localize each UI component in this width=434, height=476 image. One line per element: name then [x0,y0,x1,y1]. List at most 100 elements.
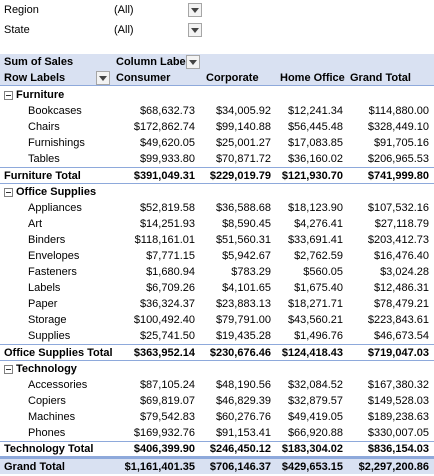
cell-home-office: $33,691.41 [287,234,343,246]
row-label: Supplies [28,330,71,342]
grand-total-row: Grand Total $1,161,401.35 $706,146.37 $4… [0,457,434,474]
cell-home-office: $183,304.02 [281,443,343,455]
cell-home-office: $66,920.88 [287,427,343,439]
cell-grand-total: $16,476.40 [373,250,429,262]
cell-corporate: $8,590.45 [222,218,271,230]
cell-grand-total: $3,024.28 [380,266,429,278]
cell-corporate: $5,942.67 [222,250,271,262]
cell-corporate: $91,153.41 [215,427,271,439]
cell-home-office: $1,675.40 [294,282,343,294]
cell-corporate: $19,435.28 [215,330,271,342]
row-labels-filter-button[interactable] [96,71,110,85]
chevron-down-icon [191,27,199,33]
cell-grand-total: $107,532.16 [367,202,429,214]
cell-consumer: $79,542.83 [139,411,195,423]
collapse-minus-icon[interactable] [4,90,13,100]
cell-corporate: $51,560.31 [215,234,271,246]
cell-corporate: $34,005.92 [215,105,271,117]
cell-corporate: $36,588.68 [215,202,271,214]
table-row: Bookcases $68,632.73 $34,005.92 $12,241.… [0,103,434,119]
filter-label-region: Region [4,4,39,16]
cell-home-office: $18,271.71 [287,298,343,310]
filter-row-state: State (All) [0,21,434,39]
category-name: Technology [16,363,77,375]
table-row: Appliances $52,819.58 $36,588.68 $18,123… [0,200,434,216]
row-label: Copiers [28,395,66,407]
subtotal-label: Office Supplies Total [4,346,113,359]
collapse-minus-icon[interactable] [4,187,13,197]
cell-grand-total: $78,479.21 [373,298,429,310]
filter-label-state: State [4,24,30,36]
row-label: Bookcases [28,105,82,117]
cell-consumer: $391,049.31 [133,169,195,182]
filter-value-state[interactable]: (All) [114,24,134,36]
cell-home-office: $121,930.70 [281,169,343,182]
cell-home-office: $4,276.41 [294,218,343,230]
subtotal-row-office-supplies: Office Supplies Total $363,952.14 $230,6… [0,344,434,361]
cell-consumer: $25,741.50 [139,330,195,342]
cell-consumer: $100,492.40 [133,314,195,326]
cell-grand-total: $223,843.61 [367,314,429,326]
table-row: Chairs $172,862.74 $99,140.88 $56,445.48… [0,119,434,135]
region-filter-dropdown[interactable] [188,3,202,17]
category-name: Office Supplies [16,186,97,198]
cell-consumer: $14,251.93 [139,218,195,230]
row-label: Chairs [28,121,60,133]
cell-grand-total: $328,449.10 [367,121,429,133]
cell-home-office: $1,496.76 [294,330,343,342]
cell-home-office: $36,160.02 [287,153,343,165]
cell-corporate: $229,019.79 [209,169,271,182]
cell-grand-total: $203,412.73 [367,234,429,246]
table-row: Storage $100,492.40 $79,791.00 $43,560.2… [0,312,434,328]
cell-grand-total: $12,486.31 [373,282,429,294]
subtotal-row-furniture: Furniture Total $391,049.31 $229,019.79 … [0,167,434,184]
cell-home-office: $429,653.15 [281,460,343,473]
cell-consumer: $1,161,401.35 [124,460,195,473]
cell-grand-total: $167,380.32 [367,379,429,391]
cell-corporate: $23,883.13 [215,298,271,310]
table-row: Tables $99,933.80 $70,871.72 $36,160.02 … [0,151,434,167]
column-labels-filter-button[interactable] [186,55,200,69]
table-row: Phones $169,932.76 $91,153.41 $66,920.88… [0,425,434,441]
row-label: Accessories [28,379,88,391]
filter-value-region[interactable]: (All) [114,4,134,16]
cell-corporate: $783.29 [231,266,271,278]
table-row: Furnishings $49,620.05 $25,001.27 $17,08… [0,135,434,151]
column-header-consumer: Consumer [116,71,171,84]
cell-corporate: $46,829.39 [215,395,271,407]
cell-corporate: $4,101.65 [222,282,271,294]
cell-grand-total: $189,238.63 [367,411,429,423]
table-row: Envelopes $7,771.15 $5,942.67 $2,762.59 … [0,248,434,264]
values-caption: Sum of Sales [4,56,74,68]
cell-consumer: $118,161.01 [134,234,195,246]
cell-consumer: $1,680.94 [146,266,195,278]
cell-consumer: $87,105.24 [139,379,195,391]
chevron-down-icon [99,75,107,81]
cell-corporate: $70,871.72 [215,153,271,165]
column-header-corporate: Corporate [206,71,259,84]
column-labels-caption: Column Labels [116,56,195,68]
row-label: Binders [28,234,66,246]
category-name: Furniture [16,89,65,101]
cell-grand-total: $91,705.16 [373,137,429,149]
cell-consumer: $49,620.05 [139,137,195,149]
cell-grand-total: $206,965.53 [367,153,429,165]
cell-corporate: $60,276.76 [215,411,271,423]
state-filter-dropdown[interactable] [188,23,202,37]
row-label: Paper [28,298,58,310]
row-label: Labels [28,282,61,294]
filter-row-region: Region (All) [0,1,434,19]
table-row: Accessories $87,105.24 $48,190.56 $32,08… [0,377,434,393]
row-labels-caption: Row Labels [4,71,66,84]
pivot-header-row-1: Sum of Sales Column Labels [0,54,434,70]
row-label: Furnishings [28,137,85,149]
table-row: Binders $118,161.01 $51,560.31 $33,691.4… [0,232,434,248]
grand-total-label: Grand Total [4,460,65,473]
category-label: Office Supplies [4,184,112,200]
collapse-minus-icon[interactable] [4,364,13,374]
pivot-header-row-2: Row Labels Consumer Corporate Home Offic… [0,70,434,86]
subtotal-label: Technology Total [4,443,94,455]
cell-corporate: $230,676.46 [209,346,271,359]
cell-consumer: $6,709.26 [146,282,195,294]
